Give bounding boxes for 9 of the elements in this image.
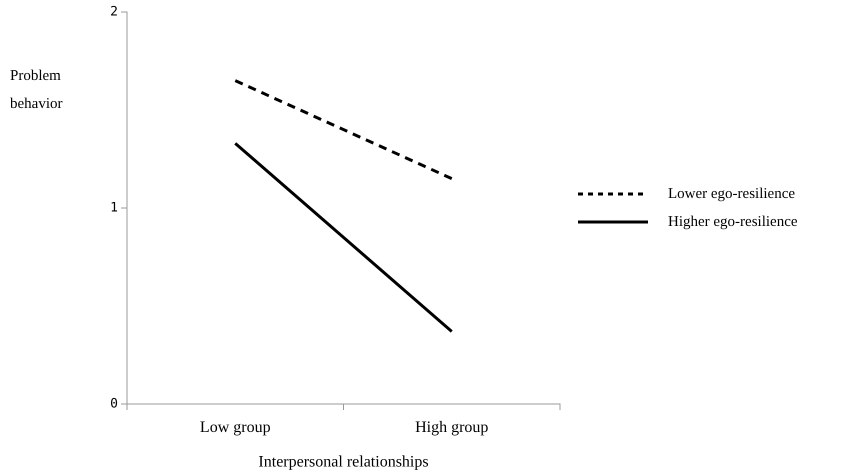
legend-label: Higher ego-resilience — [668, 214, 798, 230]
x-tick-label: Low group — [200, 418, 271, 436]
x-axis-title: Interpersonal relationships — [258, 454, 429, 471]
y-tick-label: 2 — [110, 4, 118, 20]
y-tick-label: 1 — [110, 200, 118, 216]
y-tick-label: 0 — [110, 396, 118, 412]
x-tick-label: High group — [415, 418, 488, 436]
y-axis-title: Problem behavior — [10, 68, 62, 112]
legend-label: Lower ego-resilience — [668, 186, 796, 202]
